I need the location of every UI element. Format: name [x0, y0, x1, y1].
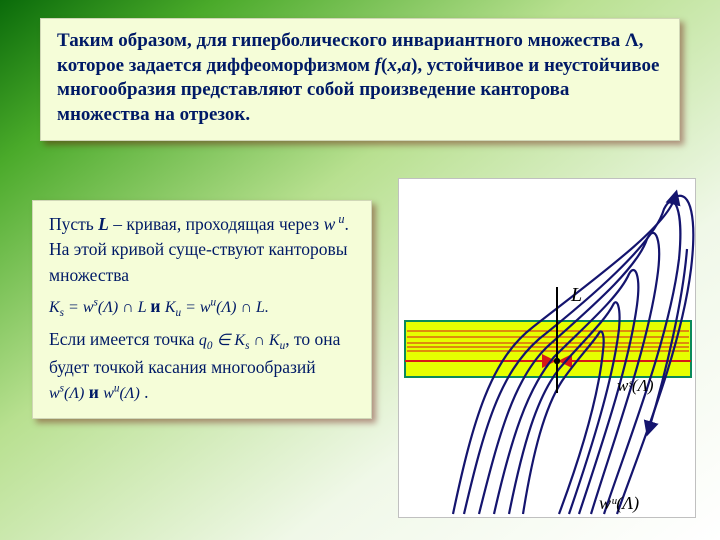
- q0: q0 ∈ Ks ∩ Ku: [199, 332, 285, 349]
- top-summary-panel: Таким образом, для гиперболического инва…: [40, 18, 680, 141]
- dot: .: [144, 382, 148, 402]
- ws-lambda: ws(Λ): [49, 385, 84, 402]
- formula-ku: Ku = wu(Λ) ∩ L.: [165, 299, 269, 316]
- formula-ks: Ks = ws(Λ) ∩ L: [49, 299, 150, 316]
- manifold-figure: Lwˢ(Λ) wᵘ(Λ): [398, 178, 696, 518]
- l1-L: L: [98, 214, 109, 234]
- figure-svg: Lwˢ(Λ) wᵘ(Λ): [399, 179, 697, 519]
- wu-lambda: wu(Λ): [103, 385, 140, 402]
- svg-text:wᵘ(Λ): wᵘ(Λ): [599, 493, 639, 514]
- left-description-panel: Пусть L – кривая, проходящая через w u. …: [32, 200, 372, 419]
- svg-text:wˢ(Λ): wˢ(Λ): [617, 376, 654, 395]
- svg-text:L: L: [570, 284, 582, 306]
- f-args: (x,a): [381, 55, 417, 76]
- l1-w: w: [324, 214, 336, 234]
- l1b: – кривая, проходящая через: [109, 214, 324, 234]
- l3a: Если имеется точка: [49, 329, 199, 349]
- l1a: Пусть: [49, 214, 98, 234]
- and2: и: [89, 382, 103, 402]
- and1: и: [150, 296, 164, 316]
